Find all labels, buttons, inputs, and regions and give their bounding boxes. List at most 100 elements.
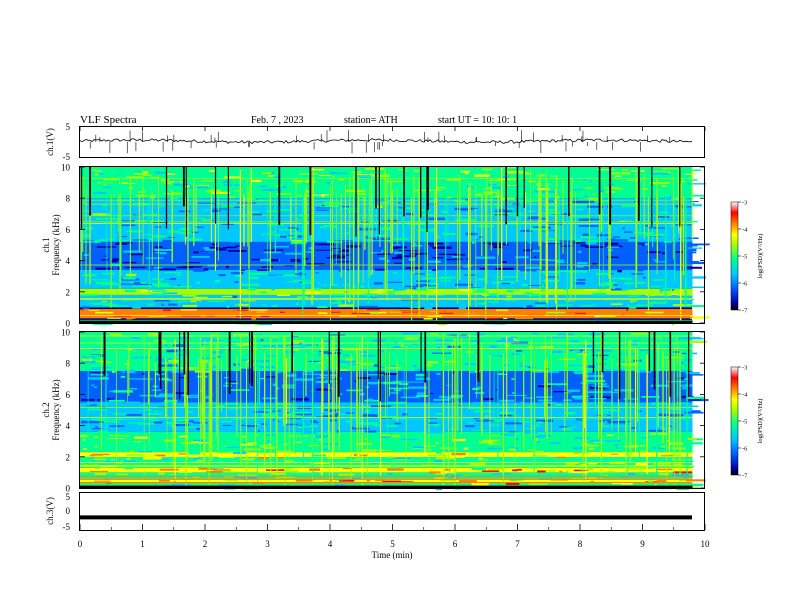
spectrogram-speckle — [149, 357, 159, 361]
spectrogram-speckle — [537, 470, 546, 473]
spectrogram-speckle — [121, 224, 136, 227]
spectrogram-speckle — [198, 168, 218, 172]
spectrogram-speckle — [304, 190, 310, 193]
spectrogram-speckle — [182, 294, 196, 297]
spectrogram-speckle — [378, 195, 387, 198]
spectrogram-speckle — [391, 173, 406, 176]
spectrogram-speckle — [112, 258, 119, 261]
spectrogram-speckle — [443, 429, 449, 432]
spectrogram-speckle — [278, 345, 293, 347]
spectrogram-speckle — [428, 260, 441, 263]
spectrogram-speckle — [447, 334, 451, 336]
spectrogram-speckle — [364, 167, 385, 171]
spectrogram-speckle — [451, 255, 459, 258]
spectrogram-speckle — [575, 208, 584, 211]
spectrogram-speckle — [544, 276, 563, 278]
spectrogram-speckle — [125, 401, 141, 403]
spectrogram-speckle — [442, 232, 456, 236]
spectrogram-speckle — [549, 337, 565, 340]
spectrogram-speckle — [531, 438, 534, 441]
spectrogram-speckle — [415, 377, 430, 381]
spectrogram-speckle — [674, 385, 678, 388]
spectrogram-speckle — [290, 201, 297, 204]
spectrogram-speckle — [253, 348, 273, 351]
spectrogram-speckle — [308, 247, 314, 250]
spectrogram-speckle — [575, 257, 589, 260]
spectrogram-speckle — [276, 274, 280, 277]
spectrogram-speckle — [611, 286, 616, 289]
spectrogram-speckle — [187, 244, 195, 247]
spectrogram-speckle — [113, 315, 131, 317]
spectrogram-speckle — [505, 422, 522, 425]
spectrogram-speckle — [400, 396, 420, 399]
spectrogram-speckle — [173, 183, 182, 186]
spectrogram-speckle — [561, 428, 573, 431]
spectrogram-speckle — [135, 223, 155, 226]
spectrogram-speckle — [574, 259, 578, 262]
spectrogram-speckle — [669, 442, 684, 445]
spectrogram-speckle — [378, 341, 394, 344]
spectrogram-speckle — [158, 472, 165, 475]
spectrogram-speckle — [431, 389, 441, 392]
spectrogram-speckle — [629, 362, 644, 364]
spectrogram-speckle — [501, 282, 511, 285]
time-tick-label: 5 — [390, 539, 395, 549]
spectrogram-speckle — [219, 308, 238, 311]
spectrogram-speckle — [367, 381, 386, 385]
spectrogram-speckle — [654, 217, 671, 220]
spectrogram-speckle — [297, 184, 303, 187]
spectrogram-speckle — [219, 476, 238, 479]
spectrogram-speckle — [183, 396, 199, 399]
spectrogram-speckle — [381, 250, 384, 253]
spectrogram-speckle — [229, 389, 250, 391]
spectrogram-speckle — [529, 173, 541, 175]
spectrogram-speckle — [588, 333, 606, 336]
spectrogram-speckle — [152, 221, 168, 224]
spectrogram-speckle — [472, 387, 480, 391]
spectrogram-speckle — [165, 408, 173, 412]
spectrogram-speckle — [91, 453, 110, 456]
spectrogram-speckle — [260, 403, 278, 405]
spectrogram-speckle — [204, 423, 211, 426]
spectrogram-speckle — [689, 276, 706, 279]
spectrogram-speckle — [519, 269, 537, 272]
spectrogram-speckle — [678, 244, 698, 247]
spectrogram-speckle — [459, 209, 468, 211]
spectrogram-speckle — [159, 276, 171, 280]
spectrogram-speckle — [653, 316, 670, 318]
spectrogram-speckle — [365, 430, 376, 433]
spectrogram-speckle — [300, 431, 317, 434]
spectrogram-speckle — [680, 361, 685, 364]
spectrogram-speckle — [568, 389, 581, 392]
spectrogram-speckle — [329, 294, 348, 296]
spectrogram-speckle — [475, 316, 488, 318]
spectrogram-speckle — [291, 240, 309, 243]
spectrogram-speckle — [212, 191, 231, 194]
spectrogram-speckle — [201, 180, 214, 182]
spectrogram-speckle — [604, 245, 623, 248]
spectrogram-speckle — [535, 438, 538, 441]
spectrogram-speckle — [403, 352, 420, 354]
spectrogram-speckle — [307, 390, 325, 392]
spectrogram-speckle — [546, 300, 554, 302]
spectrogram-speckle — [494, 210, 513, 213]
spectrogram-speckle — [100, 377, 109, 380]
spectrogram-speckle — [307, 368, 316, 372]
spectrogram-speckle — [134, 282, 141, 284]
spectrogram-speckle — [501, 381, 522, 384]
spectrogram-speckle — [163, 388, 166, 391]
spectrogram-speckle — [223, 176, 241, 179]
spectrogram-speckle — [391, 256, 403, 260]
spectrogram-speckle — [127, 253, 144, 256]
spectrogram-speckle — [376, 289, 387, 291]
spectrogram-speckle — [382, 434, 391, 436]
spectrogram-speckle — [572, 242, 586, 244]
ch1-colorbar-label: log(PSD)(V²/Hz) — [757, 234, 764, 279]
spectrogram-speckle — [525, 173, 532, 175]
spectrogram-speckle — [363, 449, 376, 452]
spectrogram-speckle — [344, 353, 349, 356]
spectrogram-speckle — [229, 380, 237, 383]
spectrogram-speckle — [192, 213, 209, 216]
spectrogram-speckle — [117, 283, 138, 285]
